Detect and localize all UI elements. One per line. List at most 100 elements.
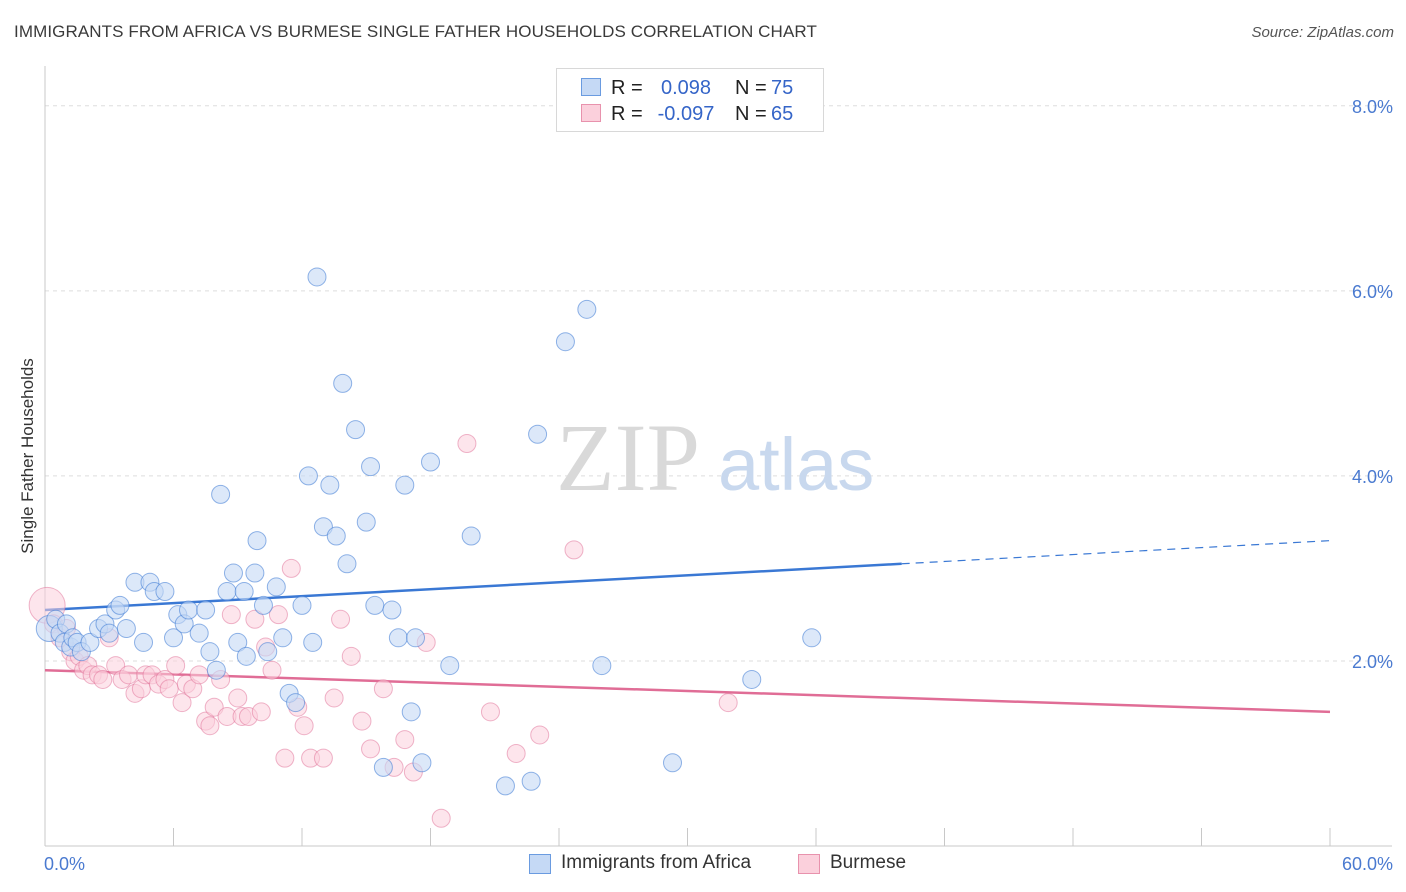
- africa-point: [228, 632, 248, 652]
- burmese-point: [275, 748, 295, 768]
- burmese-trendline: [44, 668, 1331, 714]
- watermark: ZIP atlas: [556, 404, 874, 511]
- legend-n-label: N =: [735, 77, 767, 99]
- africa-point: [320, 475, 340, 495]
- y-tick-label: 4.0%: [1352, 467, 1393, 487]
- burmese-point: [324, 688, 344, 708]
- watermark-zip: ZIP: [556, 404, 700, 511]
- burmese-point: [93, 669, 113, 689]
- africa-point: [326, 526, 346, 546]
- africa-point: [189, 623, 209, 643]
- africa-point: [245, 563, 265, 583]
- africa-point: [395, 475, 415, 495]
- africa-point: [298, 466, 318, 486]
- africa-point: [388, 628, 408, 648]
- tick-labels: 2.0% 4.0% 6.0% 8.0% 0.0% 60.0%: [44, 97, 1393, 874]
- burmese-point: [395, 730, 415, 750]
- africa-trendline: [44, 562, 902, 612]
- legend-n-label: N =: [735, 103, 767, 125]
- y-tick-label: 6.0%: [1352, 282, 1393, 302]
- burmese-point: [245, 609, 265, 629]
- africa-point: [528, 424, 548, 444]
- burmese-point: [352, 711, 372, 731]
- burmese-point: [251, 702, 271, 722]
- x-tick-label: 0.0%: [44, 854, 85, 874]
- legend-n-value: 75: [771, 77, 794, 99]
- africa-point: [223, 563, 243, 583]
- africa-point: [313, 517, 333, 537]
- legend-r-label: R =: [611, 103, 643, 125]
- africa-point: [178, 600, 198, 620]
- y-tick-label: 2.0%: [1352, 652, 1393, 672]
- burmese-point: [159, 679, 179, 699]
- bottom-legend-swatch-burmese: [798, 854, 820, 874]
- burmese-point: [506, 743, 526, 763]
- africa-point: [292, 595, 312, 615]
- africa-point: [592, 656, 612, 676]
- burmese-point: [268, 605, 288, 625]
- bottom-legend-swatch-africa: [529, 854, 551, 874]
- burmese-point: [228, 688, 248, 708]
- africa-point: [401, 702, 421, 722]
- watermark-atlas: atlas: [718, 423, 874, 506]
- africa-point: [134, 632, 154, 652]
- africa-point: [412, 753, 432, 773]
- africa-point: [742, 669, 762, 689]
- africa-point: [155, 582, 175, 602]
- legend-r-value: 0.098: [660, 77, 712, 99]
- africa-point: [495, 776, 515, 796]
- africa-point: [461, 526, 481, 546]
- africa-point: [80, 632, 100, 652]
- burmese-point: [166, 656, 186, 676]
- legend-r-value: -0.097: [657, 103, 715, 125]
- burmese-point: [341, 646, 361, 666]
- africa-point: [307, 267, 327, 287]
- burmese-point: [189, 665, 209, 685]
- burmese-point: [361, 739, 381, 759]
- africa-point: [373, 757, 393, 777]
- source-credit: Source: ZipAtlas.com: [1251, 24, 1394, 41]
- africa-point: [406, 628, 426, 648]
- burmese-point: [172, 693, 192, 713]
- africa-point: [273, 628, 293, 648]
- africa-point: [234, 582, 254, 602]
- africa-point: [802, 628, 822, 648]
- africa-point: [346, 420, 366, 440]
- africa-point: [266, 577, 286, 597]
- africa-point: [200, 642, 220, 662]
- legend-r-label: R =: [611, 77, 643, 99]
- africa-trendline-extension: [901, 540, 1331, 565]
- bottom-legend-label-burmese: Burmese: [830, 852, 907, 873]
- burmese-point: [373, 679, 393, 699]
- burmese-point: [480, 702, 500, 722]
- x-tick-label: 60.0%: [1342, 854, 1393, 874]
- chart-title: IMMIGRANTS FROM AFRICA VS BURMESE SINGLE…: [14, 22, 817, 41]
- bottom-legend-label-africa: Immigrants from Africa: [561, 852, 752, 873]
- africa-point: [236, 646, 256, 666]
- africa-point: [247, 531, 267, 551]
- africa-point: [440, 656, 460, 676]
- burmese-point: [281, 558, 301, 578]
- burmese-point: [718, 693, 738, 713]
- africa-point: [217, 582, 237, 602]
- burmese-point: [313, 748, 333, 768]
- africa-point: [164, 628, 183, 648]
- africa-point: [211, 484, 231, 504]
- burmese-point: [457, 433, 477, 453]
- correlation-legend: R = 0.098 N = 75 R = -0.097 N = 65: [556, 68, 824, 132]
- africa-point: [555, 332, 575, 352]
- africa-point: [337, 554, 357, 574]
- africa-point: [253, 595, 273, 615]
- burmese-point: [200, 716, 220, 736]
- burmese-point: [119, 665, 139, 685]
- legend-n-value: 65: [771, 103, 794, 125]
- burmese-point: [294, 716, 314, 736]
- burmese-point: [221, 605, 241, 625]
- africa-point: [361, 457, 381, 477]
- burmese-point: [204, 697, 224, 717]
- burmese-point: [331, 609, 351, 629]
- africa-point: [382, 600, 402, 620]
- africa-point: [206, 660, 226, 680]
- africa-point: [116, 619, 136, 639]
